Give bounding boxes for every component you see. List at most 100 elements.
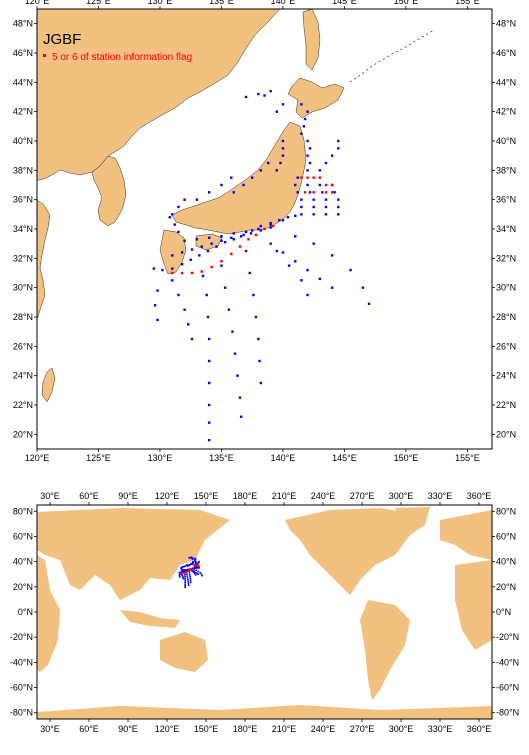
lon-tick-label: 150°E	[194, 724, 219, 734]
lat-tick-label: 0°N	[18, 607, 33, 617]
lat-tick-label: 48°N	[13, 19, 33, 29]
bottom-map-ticks: 30°E 30°E 60°E 60°E 90°E 90°E 120°E 120°E 150°E 1…	[10, 491, 519, 734]
station-point	[337, 139, 340, 143]
station-point	[254, 233, 258, 237]
station-point	[239, 235, 243, 238]
station-point	[230, 176, 233, 179]
korea	[91, 155, 127, 227]
station-point	[259, 381, 263, 385]
station-point	[181, 572, 184, 574]
station-point	[238, 245, 242, 248]
station-point	[251, 176, 254, 179]
bottom-map-land	[37, 507, 492, 719]
station-point	[180, 271, 184, 275]
station-point	[196, 572, 198, 575]
lon-tick-label: 90°E	[118, 724, 138, 734]
station-point	[230, 252, 233, 256]
station-point	[200, 270, 203, 273]
station-point	[190, 556, 192, 559]
lat-tick-label: -60°N	[10, 683, 33, 693]
station-point	[180, 251, 184, 254]
station-point	[183, 565, 185, 568]
station-point	[238, 396, 242, 399]
lat-tick-label: 38°N	[13, 165, 33, 175]
lat-tick-label: 28°N	[13, 312, 33, 322]
station-point	[220, 260, 223, 263]
station-point	[281, 139, 285, 143]
station-point	[171, 279, 174, 282]
station-point	[242, 233, 245, 237]
station-point	[281, 154, 285, 157]
station-point	[178, 574, 181, 577]
station-point	[247, 238, 250, 241]
station-point	[177, 205, 180, 209]
station-point	[171, 271, 174, 275]
station-point	[199, 571, 201, 574]
station-point	[294, 214, 297, 217]
station-point	[180, 567, 182, 569]
map-title: JGBF	[43, 31, 81, 48]
lon-tick-label: 210°E	[272, 724, 297, 734]
top-map-land	[37, 9, 435, 403]
lon-tick-label: 330°E	[428, 724, 453, 734]
lon-tick-label: 125°E	[86, 453, 111, 463]
lon-tick-label: 30°E	[40, 724, 60, 734]
station-point	[300, 103, 303, 106]
station-point	[184, 583, 186, 586]
station-point	[275, 249, 278, 253]
station-point	[312, 205, 315, 209]
station-point	[281, 147, 285, 150]
station-point	[184, 575, 186, 578]
station-point	[195, 565, 198, 567]
lon-tick-label: 150°E	[394, 453, 419, 463]
lon-tick-label: 60°E	[79, 491, 99, 501]
lon-tick-label: 135°E	[209, 453, 234, 463]
eurasia	[37, 508, 230, 600]
station-point	[236, 374, 239, 377]
lat-tick-label: 32°N	[496, 253, 516, 263]
lon-tick-label: 150°E	[394, 0, 419, 6]
lat-tick-label: 34°N	[496, 224, 516, 234]
station-point	[189, 568, 191, 571]
station-point	[184, 571, 187, 574]
station-point	[183, 198, 186, 201]
europe-east	[440, 510, 492, 560]
lat-tick-label: 20°N	[13, 429, 33, 439]
lat-tick-label: 20°N	[13, 582, 33, 592]
station-point	[223, 241, 227, 244]
station-point	[181, 575, 184, 577]
station-point	[200, 573, 203, 576]
station-point	[263, 94, 266, 97]
station-point	[318, 176, 322, 179]
station-point	[192, 557, 194, 560]
station-point	[278, 219, 281, 222]
station-point	[259, 224, 263, 228]
station-point	[266, 161, 270, 165]
lat-tick-label: 20°N	[496, 429, 516, 439]
station-point	[161, 268, 164, 272]
lat-tick-label: 22°N	[496, 400, 516, 410]
lon-tick-label: 120°E	[155, 724, 180, 734]
station-point	[308, 191, 312, 194]
station-point	[324, 198, 328, 201]
station-point	[333, 191, 336, 194]
station-point	[192, 560, 194, 563]
station-point	[306, 154, 309, 157]
station-point	[186, 563, 189, 566]
lat-tick-label: 60°N	[496, 531, 516, 541]
station-point	[182, 576, 184, 579]
station-point	[195, 569, 198, 572]
station-point	[257, 337, 260, 341]
station-point	[194, 572, 196, 575]
station-point	[281, 251, 285, 254]
indonesia	[120, 610, 180, 628]
station-point	[177, 230, 180, 234]
station-point	[180, 572, 183, 574]
station-point	[367, 302, 371, 305]
station-point	[189, 575, 191, 578]
station-point	[186, 570, 189, 573]
lat-tick-label: 46°N	[13, 48, 33, 58]
station-point	[252, 293, 255, 297]
station-point	[187, 565, 189, 567]
lat-tick-label: 30°N	[496, 283, 516, 293]
